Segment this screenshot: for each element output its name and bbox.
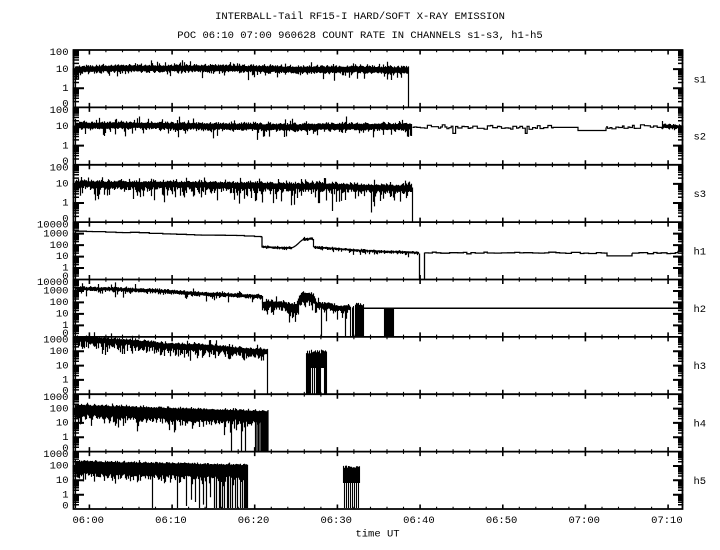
svg-text:06:20: 06:20 [238,515,270,527]
svg-text:07:10: 07:10 [651,515,683,527]
svg-text:10: 10 [56,179,69,191]
svg-text:0: 0 [62,386,68,398]
svg-text:POC 06:10 07:00 960628 COUNT: POC 06:10 07:00 960628 COUNT RATE IN CHA… [177,30,542,42]
svg-text:10: 10 [56,309,69,321]
svg-text:1000: 1000 [43,335,68,347]
svg-text:1000: 1000 [43,228,68,240]
svg-text:s3: s3 [694,189,707,201]
svg-text:1000: 1000 [43,286,68,298]
svg-text:1: 1 [62,320,68,332]
svg-text:0: 0 [62,443,68,455]
svg-text:h2: h2 [694,304,707,316]
svg-text:100: 100 [50,297,69,309]
svg-text:0: 0 [62,156,68,168]
svg-text:100: 100 [50,403,69,415]
svg-text:07:00: 07:00 [568,515,600,527]
svg-text:0: 0 [62,500,68,512]
svg-text:1: 1 [62,432,68,444]
svg-text:1: 1 [62,489,68,501]
svg-text:06:10: 06:10 [155,515,187,527]
svg-text:1: 1 [62,375,68,387]
svg-text:10: 10 [56,360,69,372]
svg-text:h5: h5 [694,476,707,488]
svg-text:10000: 10000 [37,220,69,232]
svg-text:10: 10 [56,475,69,487]
svg-text:0: 0 [62,328,68,340]
svg-text:100: 100 [50,240,69,252]
svg-text:time UT: time UT [355,529,399,541]
svg-text:100: 100 [50,105,69,117]
svg-text:10: 10 [56,64,69,76]
svg-text:h4: h4 [694,419,707,431]
svg-text:1: 1 [62,140,68,152]
svg-text:h3: h3 [694,361,707,373]
svg-text:INTERBALL-Tail RF15-I HARD/SOF: INTERBALL-Tail RF15-I HARD/SOFT X-RAY EM… [215,11,505,23]
svg-text:100: 100 [50,162,69,174]
svg-text:100: 100 [50,47,69,59]
svg-text:06:00: 06:00 [72,515,104,527]
svg-text:1: 1 [62,263,68,275]
svg-text:s1: s1 [694,74,707,86]
svg-text:10: 10 [56,251,69,263]
svg-text:06:50: 06:50 [486,515,518,527]
svg-text:10: 10 [56,121,69,133]
svg-text:1: 1 [62,83,68,95]
svg-text:1: 1 [62,198,68,210]
svg-text:10: 10 [56,418,69,430]
svg-text:h1: h1 [694,246,707,258]
svg-text:100: 100 [50,346,69,358]
svg-text:0: 0 [62,99,68,111]
svg-text:10000: 10000 [37,277,69,289]
svg-text:06:40: 06:40 [403,515,435,527]
svg-text:s2: s2 [694,132,707,144]
svg-text:1000: 1000 [43,392,68,404]
svg-text:0: 0 [62,271,68,283]
svg-text:06:30: 06:30 [320,515,352,527]
svg-text:100: 100 [50,461,69,473]
svg-text:1000: 1000 [43,449,68,461]
svg-text:0: 0 [62,213,68,225]
